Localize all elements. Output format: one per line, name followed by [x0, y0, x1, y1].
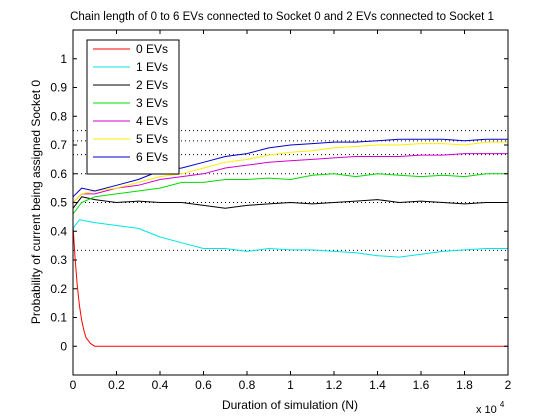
- x-multiplier: x 10 4: [476, 400, 505, 416]
- x-tick-label: 0.4: [152, 378, 169, 392]
- series-line-5: [72, 141, 508, 203]
- chart-title: Chain length of 0 to 6 EVs connected to …: [70, 11, 494, 23]
- series-line-0: [72, 225, 508, 347]
- y-tick-label: 0.3: [50, 253, 67, 267]
- x-tick-label: 1.2: [326, 378, 343, 392]
- x-tick-label: 1.8: [456, 378, 473, 392]
- y-tick-label: 0.5: [50, 196, 67, 210]
- legend-label: 1 EVs: [136, 60, 168, 74]
- y-tick-label: 0: [60, 339, 67, 353]
- x-tick-label: 0: [70, 378, 77, 392]
- legend-label: 3 EVs: [136, 96, 168, 110]
- x-tick-label: 0.8: [239, 378, 256, 392]
- x-tick-label: 0.2: [108, 378, 125, 392]
- x-multiplier-base: x 10: [476, 404, 497, 416]
- y-tick-label: 0.1: [50, 311, 67, 325]
- legend-label: 2 EVs: [136, 78, 168, 92]
- x-tick-label: 0.6: [195, 378, 212, 392]
- series-layer: [72, 138, 508, 347]
- x-tick-label: 2: [505, 378, 512, 392]
- y-tick-label: 0.8: [50, 109, 67, 123]
- y-tick-label: 0.2: [50, 282, 67, 296]
- x-tick-label: 1.4: [369, 378, 386, 392]
- y-tick-label: 0.7: [50, 138, 67, 152]
- y-tick-label: 0.9: [50, 81, 67, 95]
- x-tick-label: 1: [287, 378, 294, 392]
- series-line-1: [72, 219, 508, 258]
- y-tick-label: 0.4: [50, 224, 67, 238]
- x-axis-label: Duration of simulation (N): [222, 398, 358, 412]
- y-tick-label: 0.6: [50, 167, 67, 181]
- ticks-layer: 0 0.2 0.4 0.6 0.8 1 1.2 1.4 1.6 1.8 2 0 0.1 0.2 0.3 0.4…: [50, 30, 512, 392]
- legend-label: 6 EVs: [136, 150, 168, 164]
- y-axis-label: Probability of current being assigned So…: [29, 80, 43, 324]
- legend: 0 EVs 1 EVs 2 EVs 3 EVs 4 EVs 5 EVs 6 EVs: [86, 39, 180, 175]
- legend-label: 5 EVs: [136, 132, 168, 146]
- legend-box: [86, 39, 180, 175]
- x-multiplier-exponent: 4: [500, 400, 505, 409]
- legend-label: 4 EVs: [136, 114, 168, 128]
- series-line-2: [72, 196, 508, 209]
- y-tick-label: 1: [60, 52, 67, 66]
- legend-label: 0 EVs: [136, 42, 168, 56]
- series-line-3: [72, 173, 508, 215]
- x-tick-label: 1.6: [413, 378, 430, 392]
- series-line-6: [72, 138, 508, 198]
- series-line-4: [72, 153, 508, 203]
